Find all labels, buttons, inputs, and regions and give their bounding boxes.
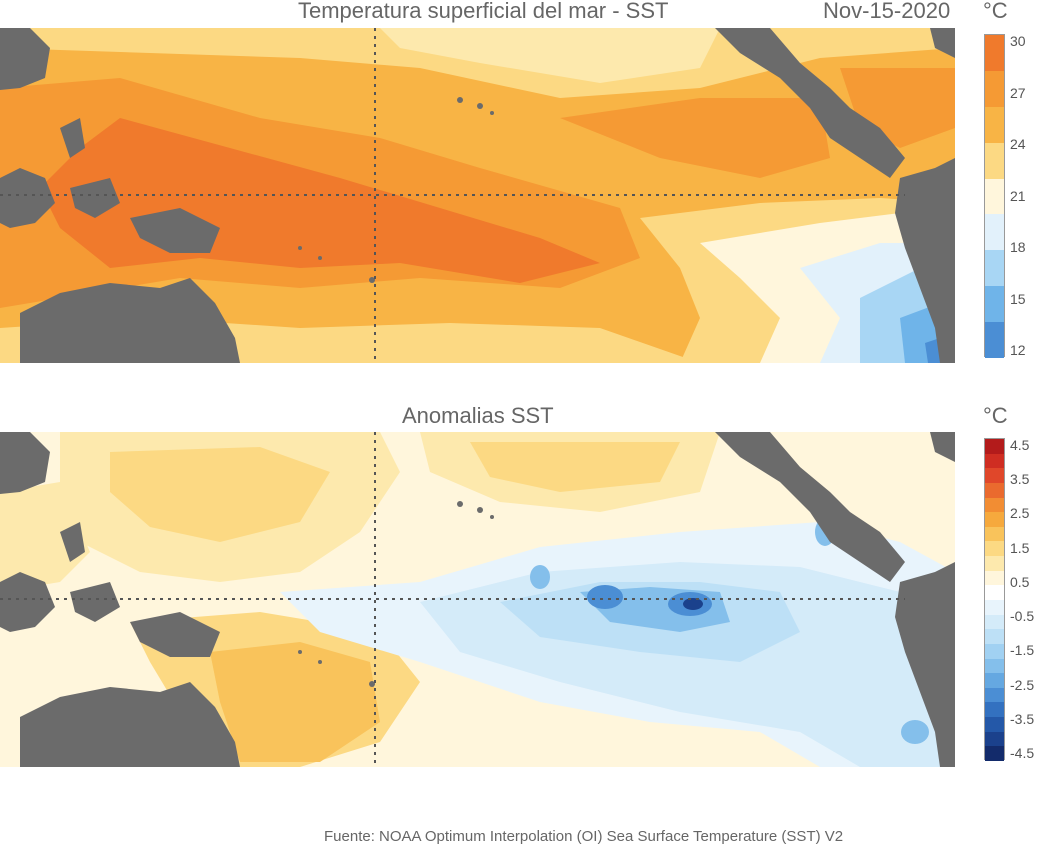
- anomaly-colorbar-tick: 2.5: [1010, 505, 1030, 522]
- sst-colorbar-segment: [985, 70, 1004, 108]
- anomaly-colorbar-segment: [985, 526, 1004, 542]
- sst-map: [0, 28, 955, 363]
- anomaly-colorbar-tick: 3.5: [1010, 471, 1030, 488]
- anomaly-colorbar-segment: [985, 731, 1004, 747]
- sst-colorbar-segment: [985, 106, 1004, 144]
- anomaly-colorbar-segment: [985, 453, 1004, 469]
- sst-landmasses: [0, 28, 955, 363]
- sst-colorbar-segment: [985, 250, 1004, 287]
- source-footer: Fuente: NOAA Optimum Interpolation (OI) …: [324, 828, 844, 845]
- sst-title: Temperatura superficial del mar - SST: [298, 0, 669, 23]
- sst-colorbar-segment: [985, 322, 1004, 359]
- anomaly-colorbar-tick: 4.5: [1010, 437, 1030, 453]
- anomaly-colorbar-segment: [985, 629, 1004, 645]
- sst-colorbar-segment: [985, 142, 1004, 180]
- anomaly-colorbar-segment: [985, 468, 1004, 484]
- anomaly-colorbar-segment: [985, 614, 1004, 630]
- anomaly-colorbar-segment: [985, 600, 1004, 616]
- sst-colorbar-tick: 21: [1010, 187, 1026, 204]
- sst-colorbar-segment: [985, 286, 1004, 323]
- anomaly-colorbar-tick: 0.5: [1010, 573, 1030, 590]
- sst-colorbar: [984, 34, 1005, 359]
- sst-colorbar-segment: [985, 214, 1004, 251]
- anomaly-colorbar-segment: [985, 570, 1004, 586]
- anomaly-colorbar-segment: [985, 541, 1004, 557]
- anomaly-colorbar: [984, 438, 1005, 762]
- anomaly-colorbar-segment: [985, 717, 1004, 733]
- sst-colorbar-segment: [985, 35, 1004, 72]
- sst-colorbar-tick: 30: [1010, 33, 1026, 49]
- anomaly-colorbar-segment: [985, 585, 1004, 601]
- anomaly-colorbar-tick: -1.5: [1010, 642, 1035, 659]
- anomaly-colorbar-tick: -2.5: [1010, 676, 1035, 693]
- anomaly-landmasses: [0, 432, 955, 767]
- anomaly-colorbar-tick: -4.5: [1010, 745, 1035, 761]
- anomaly-colorbar-segment: [985, 439, 1004, 455]
- anomaly-colorbar-segment: [985, 497, 1004, 513]
- sst-colorbar-tick: 15: [1010, 290, 1026, 307]
- anomaly-colorbar-tick: -0.5: [1010, 608, 1035, 625]
- sst-unit: °C: [983, 0, 1008, 23]
- sst-map-field: [0, 28, 955, 363]
- anomaly-map-field: [0, 432, 955, 767]
- anomaly-colorbar-segment: [985, 482, 1004, 499]
- sst-colorbar-tick: 24: [1010, 136, 1026, 152]
- anomaly-title: Anomalias SST: [402, 403, 554, 428]
- anomaly-colorbar-segment: [985, 556, 1004, 572]
- sst-colorbar-tick: 18: [1010, 239, 1026, 255]
- anomaly-colorbar-segment: [985, 702, 1004, 718]
- sst-colorbar-tick: 27: [1010, 84, 1026, 101]
- anomaly-map: [0, 432, 955, 767]
- sst-date: Nov-15-2020: [823, 0, 951, 23]
- anomaly-colorbar-tick: 1.5: [1010, 539, 1030, 556]
- anomaly-colorbar-tick: -3.5: [1010, 710, 1035, 727]
- anomaly-unit: °C: [983, 403, 1008, 428]
- sst-colorbar-tick: 12: [1010, 342, 1026, 358]
- sst-colorbar-segment: [985, 178, 1004, 215]
- anomaly-colorbar-segment: [985, 746, 1004, 762]
- anomaly-colorbar-segment: [985, 512, 1004, 528]
- anomaly-colorbar-segment: [985, 687, 1004, 703]
- anomaly-colorbar-segment: [985, 658, 1004, 674]
- anomaly-colorbar-segment: [985, 673, 1004, 689]
- anomaly-colorbar-segment: [985, 643, 1004, 660]
